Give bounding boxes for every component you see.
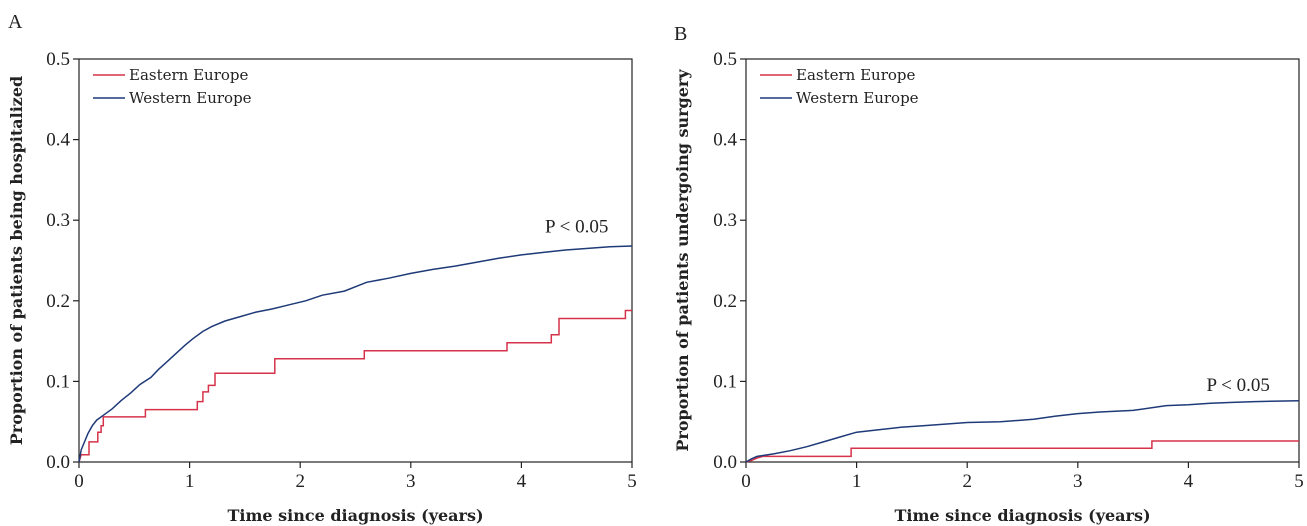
panel-a-x-tick-label: 4	[517, 471, 527, 492]
panel-a-series-western-europe	[78, 245, 633, 463]
panel-a-letter: A	[8, 11, 23, 33]
panel-a-y-tick-label: 0.1	[46, 371, 70, 392]
panel-b-x-tick-label: 4	[1184, 471, 1194, 492]
panel-b-y-tick-label: 0.2	[713, 291, 737, 312]
panel-a-y-tick-label: 0.3	[46, 210, 70, 231]
panel-b-y-tick-label: 0.0	[713, 452, 737, 473]
panel-b-x-tick-label: 5	[1294, 471, 1304, 492]
panel-b-x-tick-label: 1	[852, 471, 862, 492]
panel-b-plot-frame	[745, 58, 1300, 463]
panel-a-x-tick-label: 2	[295, 471, 305, 492]
panel-b-x-tick-label: 2	[962, 471, 972, 492]
panel-a-x-tick-label: 0	[74, 471, 84, 492]
panel-b-x-axis-title: Time since diagnosis (years)	[894, 506, 1150, 525]
panel-b-y-tick-label: 0.3	[713, 210, 737, 231]
panel-b-y-tick-label: 0.5	[713, 49, 737, 70]
panel-a-x-tick-label: 3	[406, 471, 416, 492]
panel-b-y-axis-title: Proportion of patients undergoing surger…	[673, 69, 692, 452]
panel-a-y-tick-label: 0.2	[46, 291, 70, 312]
panel-a-y-axis-title: Proportion of patients being hospitalize…	[7, 76, 26, 445]
panel-b-legend-label: Eastern Europe	[796, 66, 916, 84]
panel-b-p-value-annotation: P < 0.05	[1207, 375, 1270, 396]
panel-a-x-tick-label: 5	[627, 471, 637, 492]
panel-b-legend-label: Western Europe	[796, 89, 919, 107]
panel-b-series-western-europe	[745, 399, 1300, 463]
panel-a-x-axis-title: Time since diagnosis (years)	[227, 506, 483, 525]
panel-b-x-tick-label: 3	[1073, 471, 1083, 492]
panel-b-y-tick-label: 0.1	[713, 371, 737, 392]
panel-b-group: B 0.0 0.1 0.2 0.3 0.4 0.5 0 1 2 3 4 5 Time since diag…	[673, 23, 1304, 525]
panel-b-series-eastern-europe	[745, 440, 1299, 463]
panel-b-letter: B	[674, 23, 687, 45]
panel-a-group: A 0.0 0.1 0.2 0.3 0.4 0.5 0 1 2 3 4 5 Time since diag…	[7, 11, 637, 525]
panel-a-legend-label: Western Europe	[129, 89, 252, 107]
panel-a-x-tick-label: 1	[185, 471, 195, 492]
panel-a-y-tick-label: 0.0	[46, 452, 70, 473]
panel-a-y-tick-label: 0.4	[46, 130, 70, 151]
panel-a-y-tick-label: 0.5	[46, 49, 70, 70]
panel-b-x-tick-label: 0	[741, 471, 751, 492]
panel-a-series-eastern-europe	[78, 309, 632, 463]
panel-b-y-tick-label: 0.4	[713, 130, 737, 151]
panel-a-plot-frame	[78, 58, 633, 463]
panel-a-p-value-annotation: P < 0.05	[545, 216, 608, 237]
panel-a-legend-label: Eastern Europe	[129, 66, 249, 84]
